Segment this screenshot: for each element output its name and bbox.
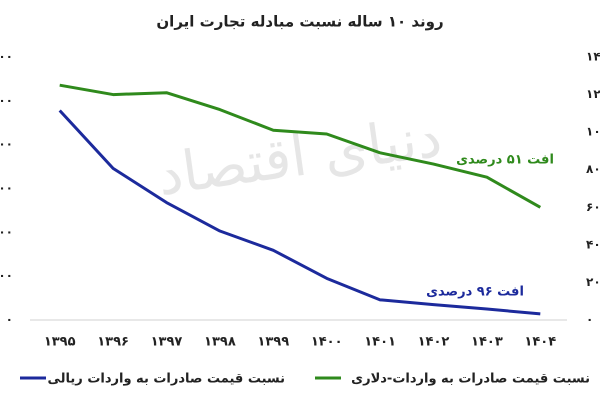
x-tick-label: ۱۳۹۷ <box>151 335 183 350</box>
chart-title: روند ۱۰ ساله نسبت مبادله تجارت ایران <box>156 13 443 31</box>
x-tick-label: ۱۴۰۲ <box>418 335 450 350</box>
x-tick-label: ۱۳۹۶ <box>97 335 129 350</box>
y-tick-label: ۲۰۰ <box>0 225 13 239</box>
x-tick-label: ۱۴۰۴ <box>524 335 556 350</box>
annotation: افت ۵۱ درصدی <box>456 153 554 168</box>
y2-tick-label: ۱۲۰ <box>586 87 600 101</box>
y-tick-label: ۰ <box>6 313 13 327</box>
x-tick-label: ۱۳۹۸ <box>204 335 236 350</box>
y2-tick-label: ۰ <box>586 313 593 327</box>
y-tick-label: ۱۰۰ <box>0 269 13 283</box>
x-tick-label: ۱۴۰۰ <box>311 335 343 350</box>
y2-tick-label: ۸۰ <box>586 162 600 176</box>
y-tick-label: ۶۰۰ <box>0 50 13 64</box>
y2-tick-label: ۶۰ <box>586 200 600 214</box>
x-tick-label: ۱۳۹۹ <box>257 335 289 350</box>
y2-tick-label: ۲۰ <box>586 275 600 289</box>
y2-tick-label: ۱۰۰ <box>586 125 600 139</box>
series-line <box>59 83 542 209</box>
y2-tick-label: ۴۰ <box>586 237 600 251</box>
x-tick-label: ۱۴۰۳ <box>471 335 503 350</box>
y-tick-label: ۳۰۰ <box>0 181 13 195</box>
legend-label: نسبت قیمت صادرات به واردات-دلاری <box>351 372 590 387</box>
y-tick-label: ۵۰۰ <box>0 93 13 107</box>
legend-label: نسبت قیمت صادرات به واردات ریالی <box>48 372 285 387</box>
annotation: افت ۹۶ درصدی <box>426 285 524 300</box>
x-tick-label: ۱۴۰۱ <box>364 335 396 350</box>
series-line <box>58 109 541 316</box>
y-tick-label: ۴۰۰ <box>0 137 13 151</box>
x-tick-label: ۱۳۹۵ <box>44 335 76 350</box>
y2-tick-label: ۱۴۰ <box>586 50 600 64</box>
